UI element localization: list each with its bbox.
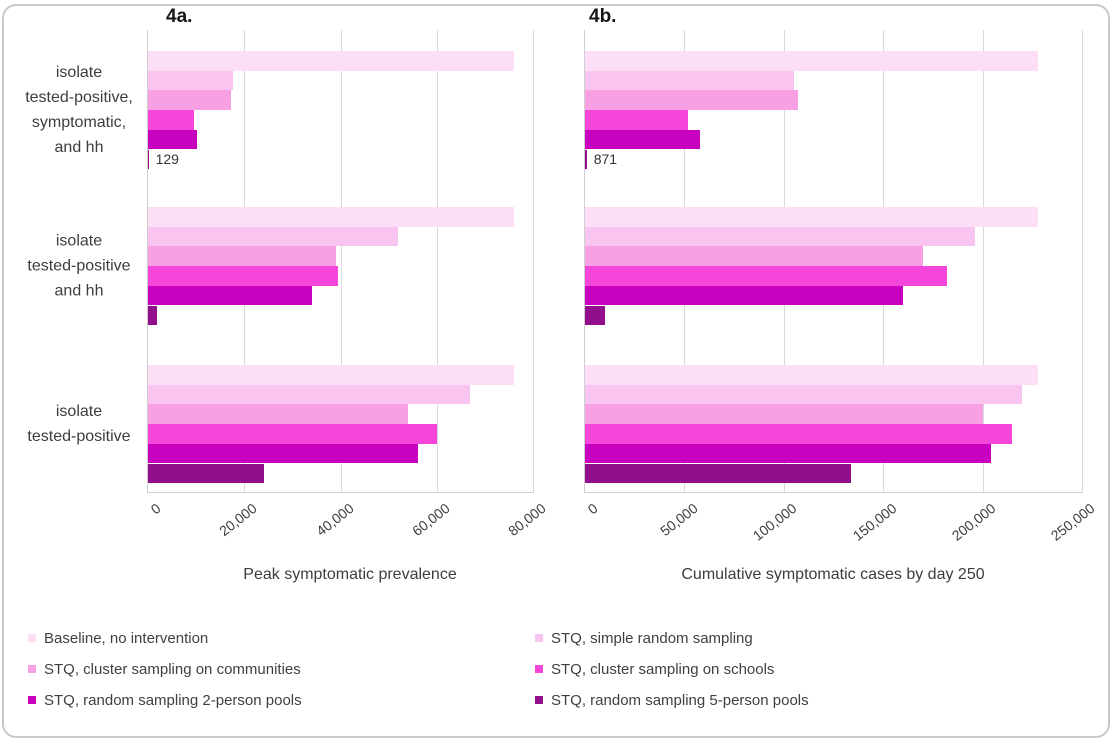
legend-label: STQ, cluster sampling on communities — [44, 660, 301, 678]
category-label: isolate tested-positive, symptomatic, and h… — [25, 64, 133, 157]
legend-swatch — [28, 696, 36, 704]
legend-label: STQ, random sampling 2-person pools — [44, 691, 302, 709]
bar — [585, 70, 794, 91]
bar — [585, 285, 904, 306]
bar — [585, 51, 1039, 71]
bar — [585, 404, 983, 425]
legend-item: STQ, cluster sampling on schools — [535, 659, 774, 679]
data-label: 129 — [155, 151, 179, 168]
bar — [585, 90, 798, 111]
gridline — [1082, 30, 1083, 492]
bar — [148, 305, 157, 326]
bar — [585, 463, 852, 484]
legend-swatch — [535, 634, 543, 642]
bar — [148, 463, 264, 484]
bar — [585, 443, 991, 464]
legend-swatch — [535, 696, 543, 704]
bar — [148, 90, 231, 111]
panel-title-4b: 4b. — [589, 6, 617, 27]
chart-4b-plot-area: 871 — [584, 30, 1083, 493]
bar — [585, 305, 605, 326]
bar — [148, 51, 514, 71]
category-label: isolate tested-positive and hh — [27, 232, 131, 300]
gridline — [436, 30, 438, 492]
legend-swatch — [28, 665, 36, 673]
legend-swatch — [28, 634, 36, 642]
gridline — [982, 30, 984, 492]
bar — [148, 207, 514, 227]
bar — [585, 384, 1023, 405]
gridline — [533, 30, 534, 492]
panel-title-4a: 4a. — [166, 6, 193, 27]
legend-item: Baseline, no intervention — [28, 628, 208, 648]
bar — [148, 404, 408, 425]
bar — [148, 266, 339, 286]
bar — [148, 424, 437, 444]
legend-label: STQ, cluster sampling on schools — [551, 660, 775, 678]
bar — [585, 226, 975, 247]
chart-4b-x-axis-title: Cumulative symptomatic cases by day 250 — [681, 566, 985, 583]
bar — [148, 246, 336, 267]
legend-item: STQ, random sampling 5-person pools — [535, 690, 809, 710]
bar — [148, 129, 197, 150]
chart-4a-x-axis-title: Peak symptomatic prevalence — [243, 566, 457, 583]
legend-label: STQ, simple random sampling — [551, 629, 753, 647]
bar — [585, 149, 587, 170]
legend-item: STQ, simple random sampling — [535, 628, 753, 648]
bar — [148, 443, 418, 464]
bar — [585, 129, 701, 150]
bar — [148, 110, 195, 130]
legend-item: STQ, cluster sampling on communities — [28, 659, 301, 679]
bar — [585, 207, 1039, 227]
bar — [148, 149, 149, 170]
bar — [585, 424, 1013, 444]
bar — [148, 70, 234, 91]
bar — [585, 110, 689, 130]
data-label: 871 — [593, 151, 618, 168]
bar — [148, 384, 471, 405]
legend-label: Baseline, no intervention — [44, 629, 209, 647]
legend-swatch — [535, 665, 543, 673]
legend-item: STQ, random sampling 2-person pools — [28, 690, 302, 710]
bar — [148, 365, 514, 385]
gridline — [340, 30, 342, 492]
legend-label: STQ, random sampling 5-person pools — [551, 691, 809, 709]
bar — [585, 266, 947, 286]
bar — [148, 226, 399, 247]
bar — [585, 246, 923, 267]
category-label: isolate tested-positive — [27, 403, 131, 446]
chart-4a-plot-area: 129 — [147, 30, 534, 493]
bar — [148, 285, 312, 306]
bar — [585, 365, 1039, 385]
